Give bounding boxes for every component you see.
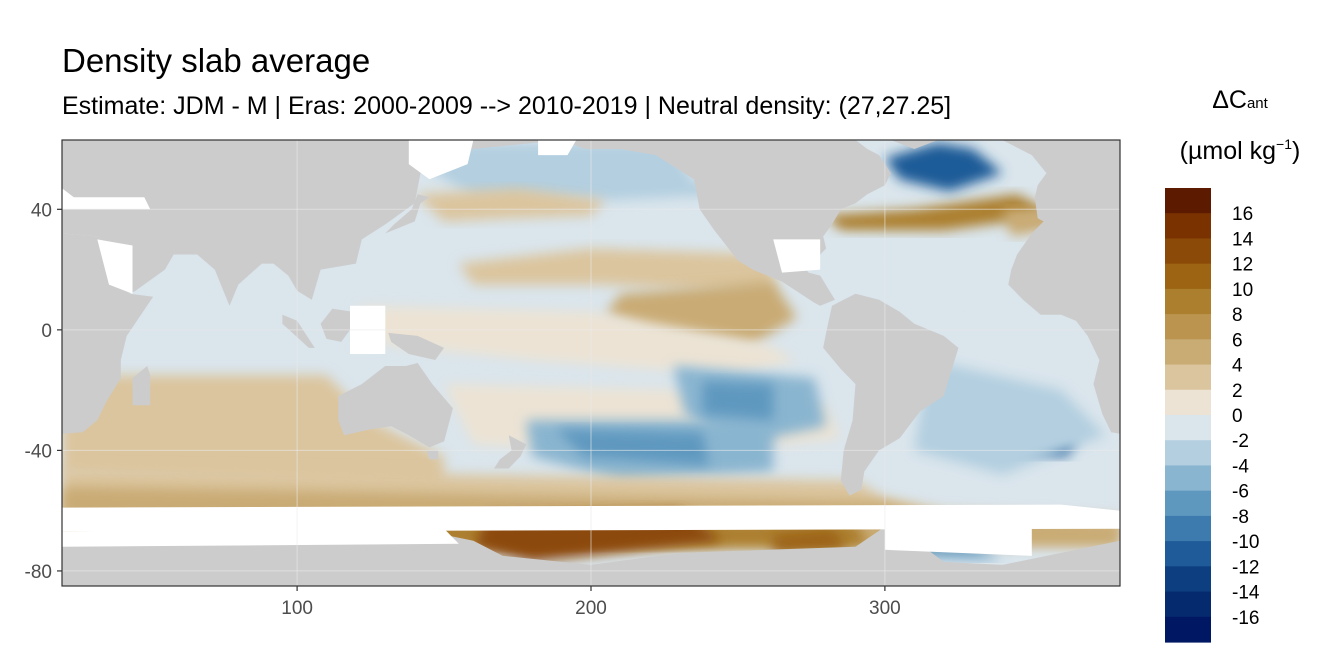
legend-label: -8 (1232, 507, 1249, 528)
ocean-field-south-atlantic-low (914, 360, 1106, 475)
chart-subtitle: Estimate: JDM - M | Eras: 2000-2009 --> … (62, 92, 952, 120)
x-tick-label: 200 (575, 598, 607, 619)
y-tick-label: 40 (31, 200, 52, 221)
plot-panel (61, 139, 1121, 587)
ocean-field-equatorial-pacific (355, 305, 797, 376)
ocean-field-kuroshio (414, 188, 606, 222)
legend-swatch (1165, 364, 1211, 391)
legend-swatch (1165, 541, 1211, 567)
ocean-field-north-atlantic-west (826, 239, 1018, 300)
legend-label: 2 (1232, 381, 1243, 402)
land-japan (385, 194, 430, 234)
land-africa (62, 233, 154, 434)
legend-label: -12 (1232, 557, 1259, 578)
legend-unit: (µmol kg−1) (1179, 136, 1301, 165)
legend-label: 0 (1232, 406, 1243, 427)
legend-swatch (1165, 465, 1211, 492)
legend-swatch (1165, 314, 1211, 340)
legend-label: -14 (1232, 583, 1260, 604)
x-tick-label: 300 (869, 598, 901, 619)
land-sumatra (282, 314, 315, 348)
legend-label: 14 (1232, 229, 1254, 250)
legend-swatch (1165, 263, 1211, 290)
legend-swatch (1165, 213, 1211, 240)
nodata-weddell (884, 510, 1032, 556)
ocean-field-gulf-stream (826, 194, 1056, 231)
map-layers (62, 140, 1120, 586)
land-europe-africa-east (1002, 140, 1120, 434)
ocean-field-south-pacific-core (555, 429, 709, 466)
legend-swatch (1165, 188, 1211, 214)
chart-title: Density slab average (62, 42, 371, 79)
y-tick-label: -40 (25, 441, 52, 462)
land-greenland (890, 140, 938, 149)
nodata-sea-of-okhotsk (408, 140, 474, 180)
land-borneo (320, 308, 353, 342)
legend-label: 6 (1232, 330, 1243, 351)
legend-label: 12 (1232, 255, 1253, 276)
land-south-america (823, 293, 959, 496)
y-tick-label: 0 (41, 321, 52, 342)
legend-swatch (1165, 339, 1211, 366)
x-tick-label: 100 (281, 598, 313, 619)
legend-label: 16 (1232, 204, 1253, 225)
land-new-guinea (388, 332, 445, 360)
legend-swatch (1165, 566, 1211, 593)
legend-label: -10 (1232, 532, 1259, 553)
land-new-zealand (494, 435, 527, 469)
nodata-antarctic-coast (62, 528, 459, 547)
legend-label: -16 (1232, 608, 1259, 629)
ocean-field-north-pacific-tropical-band (458, 248, 774, 294)
legend-label: 8 (1232, 305, 1243, 326)
legend-swatch (1165, 515, 1211, 542)
nodata-red-sea (97, 239, 133, 294)
legend-swatch (1165, 415, 1211, 441)
land-eurasia (62, 140, 562, 306)
color-legend: 16 14 12 10 8 6 4 2 0 -2 -4 -6 -8 -10 -12 -14 -16 (1165, 188, 1260, 643)
ocean-field-east-pacific-core (702, 381, 774, 421)
nodata-northern-land-edge (62, 188, 151, 210)
ocean-field-amundsen (773, 528, 850, 553)
legend-label: 10 (1232, 280, 1253, 301)
nodata-bering (538, 140, 577, 156)
land-australia (338, 363, 453, 448)
legend-swatch (1165, 591, 1211, 618)
ocean-field-labrador-sea (884, 143, 1003, 192)
legend-label: -6 (1232, 482, 1249, 503)
land-north-america (561, 140, 891, 306)
legend-swatch (1165, 238, 1211, 265)
legend-swatch (1165, 440, 1211, 467)
land-india-east-africa-madagascar (132, 366, 151, 406)
legend-swatch (1165, 616, 1211, 643)
legend-swatch (1165, 490, 1211, 517)
y-tick-label: -80 (25, 562, 52, 583)
legend-swatch (1165, 288, 1211, 315)
legend-label: -4 (1232, 456, 1249, 477)
nodata-gulf-mexico (773, 239, 821, 273)
land-tasmania (426, 450, 439, 460)
legend-swatch (1165, 389, 1211, 416)
legend-title: ΔCant (1212, 86, 1268, 114)
legend-label: -2 (1232, 431, 1249, 452)
legend-label: 4 (1232, 356, 1243, 377)
